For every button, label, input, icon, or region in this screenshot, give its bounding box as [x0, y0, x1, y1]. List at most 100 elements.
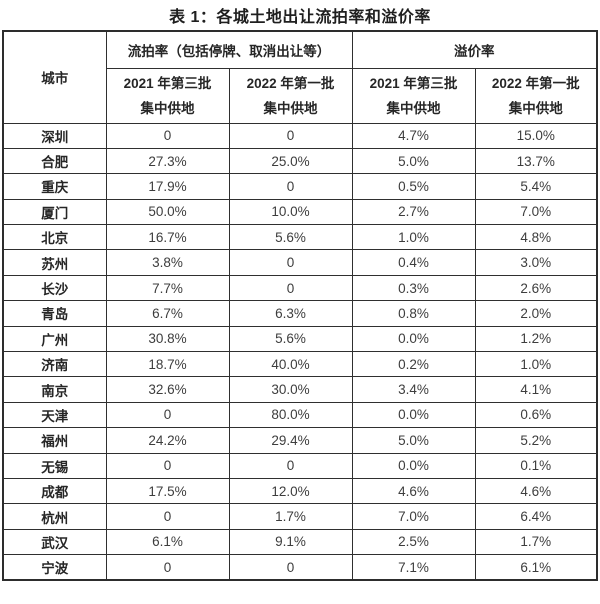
- value-cell: 0.2%: [351, 351, 476, 378]
- value-cell: 0.0%: [351, 452, 476, 479]
- value-cell: 4.8%: [474, 224, 598, 251]
- value-cell: 7.1%: [351, 554, 476, 581]
- value-cell: 0: [105, 122, 230, 149]
- value-cell: 16.7%: [105, 224, 230, 251]
- value-cell: 0: [228, 173, 353, 200]
- table-row: 长沙 7.7% 0 0.3% 2.6%: [2, 274, 598, 302]
- subheader-failure-2022-batch1: 2022 年第一批 集中供地: [228, 67, 353, 124]
- table-row: 青岛 6.7% 6.3% 0.8% 2.0%: [2, 300, 598, 327]
- value-cell: 0: [228, 452, 353, 479]
- header-group-premium-rate: 溢价率: [351, 30, 598, 69]
- group-header-row: 城市 流拍率（包括停牌、取消出让等） 溢价率: [2, 30, 598, 124]
- value-cell: 0.5%: [351, 173, 476, 200]
- value-cell: 32.6%: [105, 376, 230, 403]
- city-cell: 青岛: [2, 300, 107, 327]
- table-row: 宁波 0 0 7.1% 6.1%: [2, 554, 598, 581]
- value-cell: 27.3%: [105, 147, 230, 175]
- value-cell: 3.0%: [474, 249, 598, 276]
- city-cell: 长沙: [2, 274, 107, 302]
- value-cell: 40.0%: [228, 351, 353, 378]
- value-cell: 9.1%: [228, 528, 353, 556]
- subheader-line1: 2022 年第一批: [246, 75, 335, 91]
- subheader-line1: 2022 年第一批: [491, 75, 580, 91]
- table-row: 北京 16.7% 5.6% 1.0% 4.8%: [2, 224, 598, 251]
- value-cell: 24.2%: [105, 427, 230, 454]
- value-cell: 4.7%: [351, 122, 476, 149]
- city-cell: 福州: [2, 427, 107, 454]
- city-cell: 北京: [2, 224, 107, 251]
- value-cell: 5.2%: [474, 427, 598, 454]
- value-cell: 0: [105, 503, 230, 530]
- value-cell: 0.0%: [351, 401, 476, 429]
- value-cell: 5.0%: [351, 147, 476, 175]
- value-cell: 15.0%: [474, 122, 598, 149]
- table-row: 天津 0 80.0% 0.0% 0.6%: [2, 401, 598, 429]
- city-cell: 南京: [2, 376, 107, 403]
- value-cell: 0: [228, 122, 353, 149]
- table-body: 深圳 0 0 4.7% 15.0% 合肥 27.3% 25.0% 5.0% 13.7% 重庆 17.9…: [2, 122, 598, 581]
- city-cell: 杭州: [2, 503, 107, 530]
- subheader-line1: 2021 年第三批: [369, 75, 458, 91]
- header-group-failure-rate: 流拍率（包括停牌、取消出让等）: [105, 30, 353, 69]
- table-row: 济南 18.7% 40.0% 0.2% 1.0%: [2, 351, 598, 378]
- value-cell: 6.1%: [105, 528, 230, 556]
- header-city: 城市: [2, 30, 107, 124]
- value-cell: 2.5%: [351, 528, 476, 556]
- value-cell: 3.4%: [351, 376, 476, 403]
- table-row: 苏州 3.8% 0 0.4% 3.0%: [2, 249, 598, 276]
- value-cell: 2.6%: [474, 274, 598, 302]
- value-cell: 18.7%: [105, 351, 230, 378]
- subheader-failure-2021-batch3: 2021 年第三批 集中供地: [105, 67, 230, 124]
- table-row: 重庆 17.9% 0 0.5% 5.4%: [2, 173, 598, 200]
- value-cell: 0.3%: [351, 274, 476, 302]
- value-cell: 1.2%: [474, 325, 598, 353]
- table-row: 深圳 0 0 4.7% 15.0%: [2, 122, 598, 149]
- city-cell: 无锡: [2, 452, 107, 479]
- value-cell: 5.6%: [228, 325, 353, 353]
- value-cell: 5.6%: [228, 224, 353, 251]
- value-cell: 4.6%: [474, 477, 598, 505]
- subheader-line2: 集中供地: [140, 100, 195, 116]
- value-cell: 0.4%: [351, 249, 476, 276]
- value-cell: 1.7%: [228, 503, 353, 530]
- value-cell: 6.7%: [105, 300, 230, 327]
- value-cell: 7.0%: [474, 198, 598, 226]
- value-cell: 0.8%: [351, 300, 476, 327]
- subheader-premium-2021-batch3: 2021 年第三批 集中供地: [351, 67, 476, 124]
- table-row: 成都 17.5% 12.0% 4.6% 4.6%: [2, 477, 598, 505]
- value-cell: 2.7%: [351, 198, 476, 226]
- value-cell: 10.0%: [228, 198, 353, 226]
- city-cell: 成都: [2, 477, 107, 505]
- value-cell: 7.7%: [105, 274, 230, 302]
- table-row: 福州 24.2% 29.4% 5.0% 5.2%: [2, 427, 598, 454]
- value-cell: 0.1%: [474, 452, 598, 479]
- value-cell: 4.1%: [474, 376, 598, 403]
- value-cell: 17.9%: [105, 173, 230, 200]
- value-cell: 0: [105, 401, 230, 429]
- value-cell: 17.5%: [105, 477, 230, 505]
- subheader-premium-2022-batch1: 2022 年第一批 集中供地: [474, 67, 598, 124]
- table-row: 合肥 27.3% 25.0% 5.0% 13.7%: [2, 147, 598, 175]
- subheader-line1: 2021 年第三批: [123, 75, 212, 91]
- value-cell: 0: [228, 274, 353, 302]
- subheader-line2: 集中供地: [508, 100, 563, 116]
- value-cell: 1.0%: [474, 351, 598, 378]
- value-cell: 7.0%: [351, 503, 476, 530]
- value-cell: 12.0%: [228, 477, 353, 505]
- value-cell: 0: [228, 249, 353, 276]
- city-cell: 苏州: [2, 249, 107, 276]
- city-cell: 深圳: [2, 122, 107, 149]
- value-cell: 4.6%: [351, 477, 476, 505]
- value-cell: 0: [228, 554, 353, 581]
- table-row: 武汉 6.1% 9.1% 2.5% 1.7%: [2, 528, 598, 556]
- city-cell: 合肥: [2, 147, 107, 175]
- table-row: 广州 30.8% 5.6% 0.0% 1.2%: [2, 325, 598, 353]
- value-cell: 30.0%: [228, 376, 353, 403]
- city-cell: 济南: [2, 351, 107, 378]
- value-cell: 1.0%: [351, 224, 476, 251]
- value-cell: 0: [105, 452, 230, 479]
- city-cell: 宁波: [2, 554, 107, 581]
- value-cell: 6.3%: [228, 300, 353, 327]
- subheader-line2: 集中供地: [386, 100, 441, 116]
